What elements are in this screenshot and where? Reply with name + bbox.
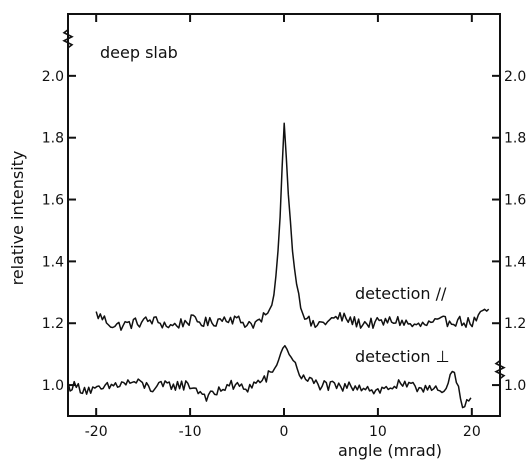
- series-line-perpendicular: [67, 344, 472, 409]
- panel-label: deep slab: [100, 43, 178, 62]
- perpendicular-label: detection ⊥: [355, 347, 450, 366]
- y-right-tick-label: 1.2: [504, 316, 526, 332]
- x-axis-title: angle (mrad): [338, 441, 442, 460]
- y-left-tick-label: 1.8: [42, 131, 64, 147]
- y-right-tick-label: 1.4: [504, 254, 526, 270]
- y-right-tick-label: 1.8: [504, 131, 526, 147]
- series-line-parallel: [95, 122, 490, 331]
- y-left-tick-label: 1.6: [42, 193, 64, 209]
- x-tick-label: 0: [280, 424, 289, 440]
- x-tick-label: 10: [369, 424, 387, 440]
- x-tick-label: -10: [179, 424, 202, 440]
- y-left-tick-label: 2.0: [42, 69, 64, 85]
- x-tick-label: 20: [463, 424, 481, 440]
- left-axis-break-icon: [62, 29, 74, 49]
- right-axis-break-icon: [494, 359, 506, 380]
- series-layer: [67, 122, 490, 409]
- y-left-tick-label: 1.2: [42, 316, 64, 332]
- y-left-tick-label: 1.4: [42, 254, 64, 270]
- y-right-tick-label: 1.0: [504, 378, 526, 394]
- y-right-tick-label: 2.0: [504, 69, 526, 85]
- x-tick-label: -20: [85, 424, 108, 440]
- y-right-tick-label: 1.6: [504, 193, 526, 209]
- y-axis-title: relative intensity: [8, 151, 27, 286]
- y-left-tick-label: 1.0: [42, 378, 64, 394]
- parallel-label: detection //: [355, 284, 447, 303]
- axis-breaks: [62, 29, 506, 380]
- ticks: -20 -10 0 10 20 1.0 1.2 1.4 1.6 1.8 2.0 1.0 1.2 1.4 1.…: [42, 14, 526, 440]
